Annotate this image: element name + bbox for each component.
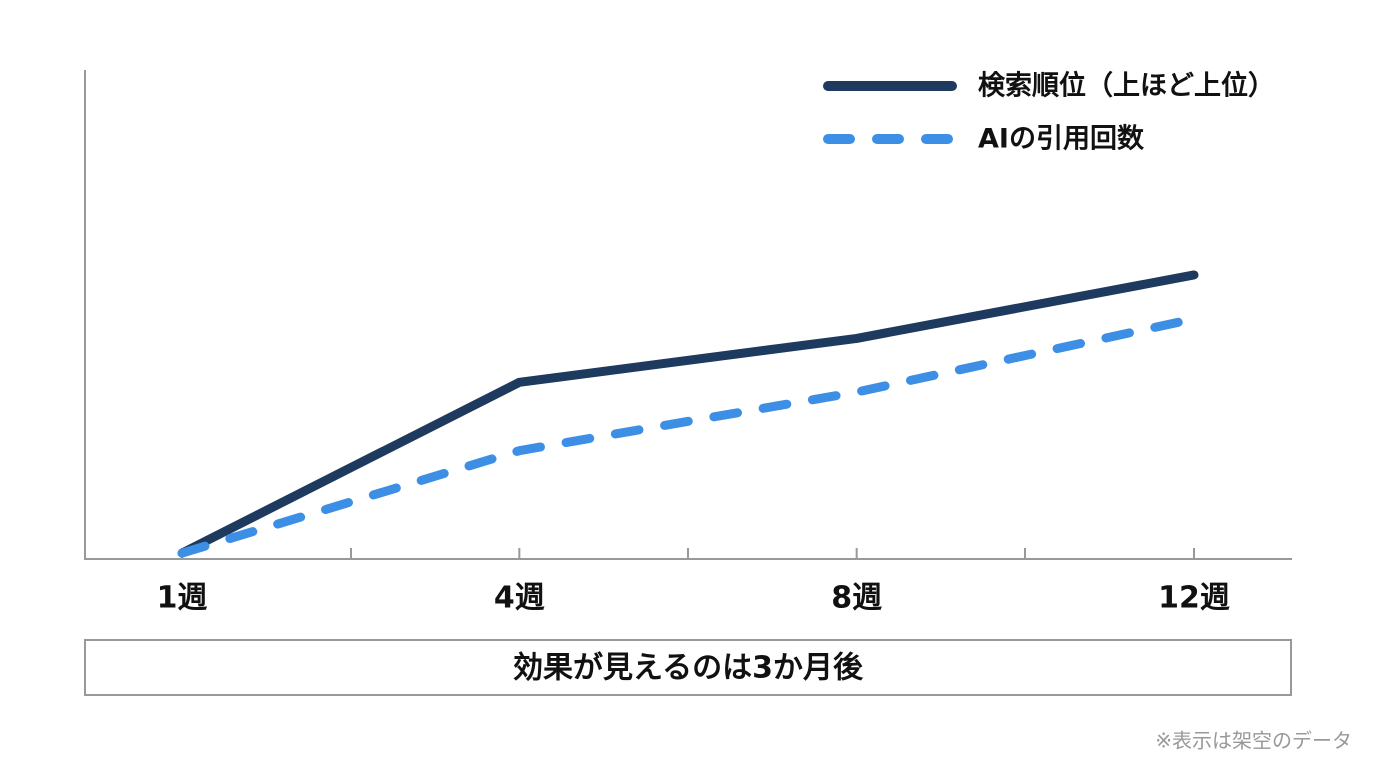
x-tick-label: 4週 — [494, 581, 545, 616]
annotation-box — [84, 639, 1292, 696]
series-line — [177, 270, 1199, 558]
x-tick-label: 12週 — [1158, 581, 1230, 616]
annotation: 効果が見えるのは3か月後 — [513, 651, 864, 686]
x-tick-label: 8週 — [831, 581, 882, 616]
minor-ticks — [350, 548, 1026, 559]
legend-label: AIの引用回数 — [978, 124, 1145, 155]
legend-label: 検索順位（上ほど上位） — [978, 70, 1275, 102]
footnote: ※表示は架空のデータ — [1155, 729, 1352, 753]
x-tick-label: 1週 — [157, 581, 208, 616]
series-line — [177, 314, 1199, 558]
